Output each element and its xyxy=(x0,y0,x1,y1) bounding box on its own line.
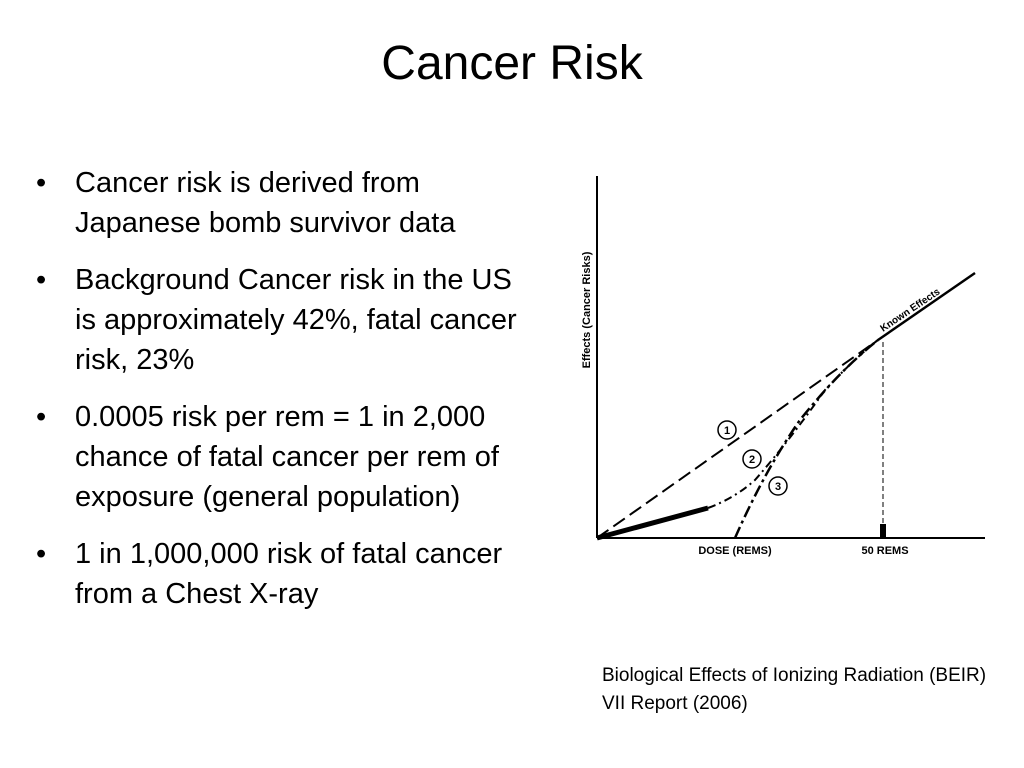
bullet-text: Background Cancer risk in the US is appr… xyxy=(75,264,517,376)
fifty-rems-tick xyxy=(880,524,886,538)
curve-marker-3: 3 xyxy=(768,476,788,496)
bullet-list: • Cancer risk is derived from Japanese b… xyxy=(36,163,526,631)
curve-marker-1: 1 xyxy=(717,420,737,440)
curve-marker-2: 2 xyxy=(742,449,762,469)
slide-title: Cancer Risk xyxy=(381,37,643,90)
bullet-item-risk-per-rem: • 0.0005 risk per rem = 1 in 2,000 chanc… xyxy=(36,397,526,517)
bullet-text: Cancer risk is derived from Japanese bom… xyxy=(75,167,456,239)
curve-2-initial-segment xyxy=(596,505,709,541)
bullet-item-chest-xray: • 1 in 1,000,000 risk of fatal cancer fr… xyxy=(36,534,526,614)
bullet-item-japanese-data: • Cancer risk is derived from Japanese b… xyxy=(36,163,526,243)
bullet-dot-icon: • xyxy=(36,167,47,199)
known-effects-line xyxy=(877,271,976,342)
svg-text:2: 2 xyxy=(749,454,755,466)
x-tick-50-rems-label: 50 REMS xyxy=(861,545,908,557)
curve-1-linear xyxy=(596,339,879,539)
bullet-text: 0.0005 risk per rem = 1 in 2,000 chance … xyxy=(75,401,499,513)
known-effects-label: Known Effects xyxy=(879,286,943,334)
x-tick-dose-label: DOSE (REMS) xyxy=(698,545,772,557)
curve-3-threshold xyxy=(733,339,879,539)
bullet-dot-icon: • xyxy=(36,401,47,433)
bullet-item-background-risk: • Background Cancer risk in the US is ap… xyxy=(36,260,526,380)
figure-caption: Biological Effects of Ionizing Radiation… xyxy=(602,665,987,714)
bullet-text: 1 in 1,000,000 risk of fatal cancer from… xyxy=(75,538,503,610)
svg-text:1: 1 xyxy=(724,425,730,437)
svg-text:3: 3 xyxy=(775,481,781,493)
bullet-dot-icon: • xyxy=(36,538,47,570)
y-axis-label: Effects (Cancer Risks) xyxy=(581,251,593,368)
bullet-dot-icon: • xyxy=(36,264,47,296)
curve-2-dash-dot xyxy=(707,339,879,509)
dose-response-figure: Effects (Cancer Risks) Known Effects 1 2… xyxy=(581,176,985,557)
